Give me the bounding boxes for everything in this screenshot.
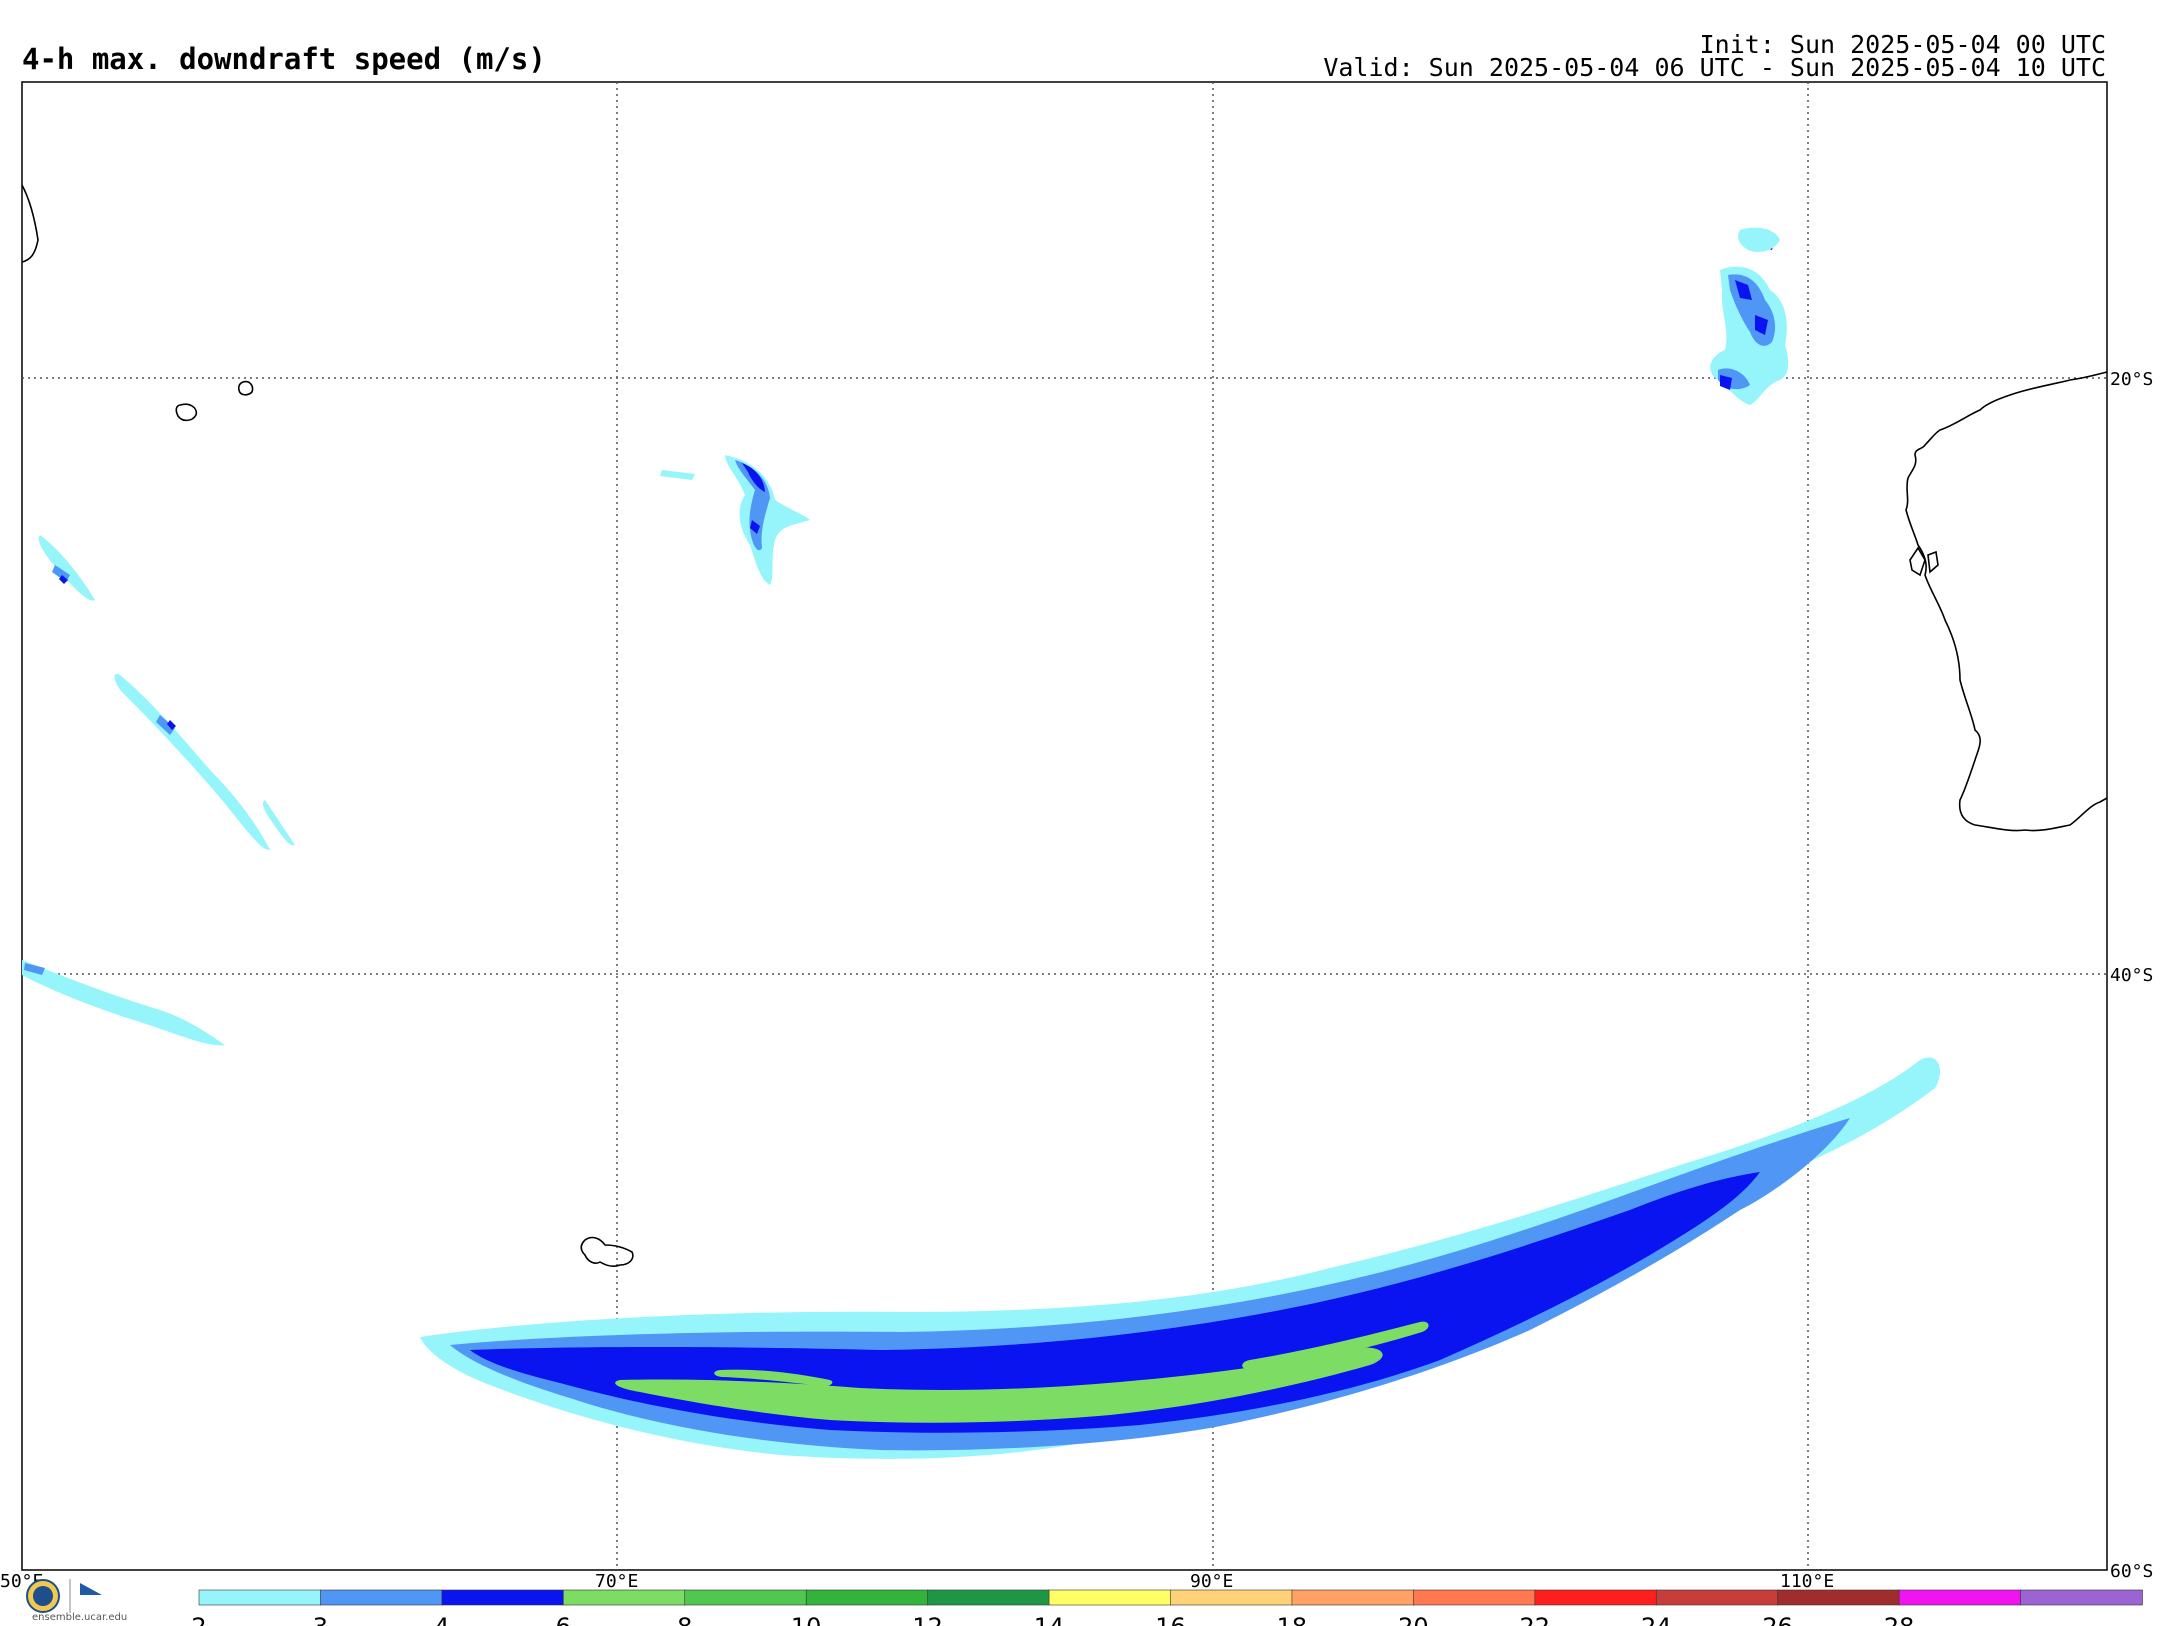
downdraft-shading [22,227,1940,1459]
colorbar-swatch [684,1589,807,1606]
colorbar-swatch [1777,1589,1900,1606]
shade-ne-cells-blue [1718,274,1776,390]
colorbar-swatch [1534,1589,1658,1606]
map-frame [21,81,2108,1571]
colorbar-swatch [927,1589,1050,1606]
colorbar-tick-label: 28 [1884,1613,1915,1626]
coast-australia [1905,371,2108,832]
colorbar-swatch [320,1589,443,1606]
shade-west-dots-blue [24,565,175,975]
coast-mauritius [175,403,198,422]
axis-labels: 50°E 70°E 90°E 110°E 20°S 40°S 60°S [0,369,2153,1592]
colorbar-tick-label: 2 [191,1613,206,1626]
colorbar-tick-label: 12 [912,1613,943,1626]
colorbar-tick-label: 18 [1277,1613,1308,1626]
shade-6-8-streak-center [714,1369,833,1387]
valid-time: Valid: Sun 2025-05-04 06 UTC - Sun 2025-… [1323,53,2106,82]
shade-west-streak-1 [114,673,270,851]
colorbar-swatch [1655,1589,1779,1606]
lat-label-60s: 60°S [2110,1561,2153,1582]
colorbar-tick-label: 26 [1762,1613,1793,1626]
init-time: Init: Sun 2025-05-04 00 UTC [1699,30,2106,59]
shade-ne-cells-top [1737,227,1780,252]
colorbar-tick-label: 4 [434,1613,449,1626]
colorbar-swatch [1291,1589,1415,1606]
colorbar-tick-label: 3 [313,1613,328,1626]
shade-central-cell-dark [742,463,765,534]
colorbar-tick-label: 20 [1398,1613,1429,1626]
colorbar-swatch [441,1589,565,1606]
shade-west-streak-4 [262,800,295,846]
nsf-ncar-logos [26,1579,102,1613]
colorbar-swatch [1170,1589,1293,1606]
shade-6-8-streak-east [1242,1321,1429,1371]
colorbar-tick-label: 16 [1155,1613,1186,1626]
lon-label-90e: 90°E [1190,1571,1233,1592]
coast-reunion [237,380,254,396]
ncar-logo-icon [80,1583,102,1595]
colorbar-tick-label: 22 [1520,1613,1551,1626]
shade-6-8-south-arc [615,1347,1383,1423]
lon-label-110e: 110°E [1780,1571,1834,1592]
colorbar-swatch [1048,1589,1172,1606]
shade-west-streak-2 [38,535,95,601]
site-url: ensemble.ucar.edu [32,1612,128,1623]
shade-4-6-south-arc [470,1172,1760,1433]
map-title: 4-h max. downdraft speed (m/s) [22,42,546,76]
coastlines [21,184,2108,1268]
lon-label-70e: 70°E [595,1571,638,1592]
shade-west-streak-3 [22,960,225,1046]
coast-shark-bay [1909,546,1939,577]
colorbar-tick-label: 14 [1034,1613,1065,1626]
colorbar-swatch [2020,1589,2143,1606]
colorbar-swatch [1898,1589,2022,1606]
colorbar-tick-label: 8 [677,1613,692,1626]
colorbar-tick-label: 10 [791,1613,822,1626]
colorbar-tick-label: 6 [556,1613,571,1626]
nsf-logo-inner [33,1586,53,1606]
lat-label-20s: 20°S [2110,369,2153,390]
shade-central-cell [725,455,810,585]
colorbar-swatch [563,1589,686,1606]
lat-label-40s: 40°S [2110,965,2153,986]
colorbar-swatch [1413,1589,1536,1606]
colorbar-swatch [805,1589,929,1606]
colorbar-swatch [198,1589,322,1606]
graticule [22,82,2107,1570]
coast-kerguelen [580,1236,634,1268]
colorbar: 2 3 4 6 8 10 12 14 16 18 20 22 24 26 28 [191,1589,2143,1626]
shade-west-dots-dark [59,575,176,730]
coast-madagascar [21,184,39,263]
shade-central-cell-2 [660,470,695,480]
colorbar-tick-label: 24 [1641,1613,1672,1626]
